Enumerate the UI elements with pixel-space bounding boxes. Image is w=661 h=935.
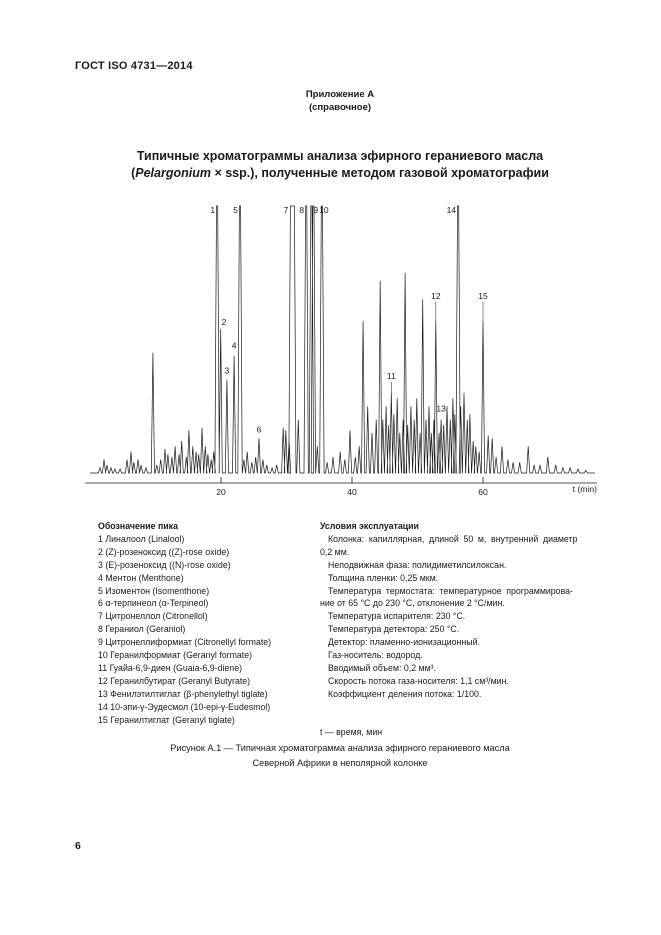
- peak-label-13: 13: [436, 404, 446, 414]
- peak-legend-item: 15 Геранилтиглат (Geranyl tiglate): [98, 714, 235, 725]
- condition-line: Скорость потока газа-носителя: 1,1 см³/м…: [328, 675, 509, 686]
- title-line2-rest: × ssp.), полученные методом газовой хром…: [210, 166, 549, 180]
- figure-caption-line1: Рисунок А.1 — Типичная хроматограмма ана…: [170, 743, 510, 753]
- peak-legend-item: 11 Гуайа-6,9-диен (Guaia-6,9-diene): [98, 662, 243, 673]
- peak-legend-item: 1 Линалоол (Linalool): [98, 533, 185, 544]
- condition-line: Температура детектора: 250 °С.: [328, 624, 460, 635]
- condition-line: Толщина пленки: 0,25 мкм.: [328, 572, 439, 583]
- figure-caption: Рисунок А.1 — Типичная хроматограмма ана…: [40, 741, 640, 771]
- peak-legend-item: 7 Цитронеллол (Citronellol): [98, 611, 208, 622]
- annex-title: Приложение А: [305, 89, 375, 100]
- peak-legend-item: 14 10-эпи-γ-Эудесмол (10-epi-γ-Eudesmol): [98, 701, 271, 712]
- page-title: Типичные хроматограммы анализа эфирного …: [30, 148, 650, 182]
- peak-legend-item: 4 Ментон (Menthone): [98, 572, 184, 583]
- peak-label-14: 14: [447, 205, 457, 215]
- figure-caption-line2: Северной Африки в неполярной колонке: [252, 758, 428, 768]
- peak-legend-item: 9 Цитронеллиформиат (Citronellyl formate…: [98, 637, 272, 648]
- operating-conditions-lines: Колонка: капиллярная, длиной 50 м, внутр…: [320, 533, 612, 701]
- annex-subtitle: (справочное): [308, 102, 372, 113]
- peak-legend-item: 12 Геранилбутират (Geranyl Butyrate): [98, 675, 251, 686]
- peak-legend-items: 1 Линалоол (Linalool) 2 (Z)-розеноксид ((…: [98, 533, 322, 727]
- operating-conditions-header: Условия эксплуатации: [320, 521, 419, 531]
- peak-legend-item: 3 (Е)-розеноксид ((N)-rose oxide): [98, 559, 231, 570]
- peak-legend-item: 13 Фенилэтилтиглат (β-phenylethyl tiglat…: [98, 688, 268, 699]
- peak-label-3: 3: [225, 366, 230, 376]
- condition-line: 0,2 мм.: [320, 546, 350, 557]
- operating-conditions: Условия эксплуатации Колонка: капиллярна…: [320, 520, 612, 739]
- peak-legend-item: 6 α-терпинеол (α-Terpineol): [98, 598, 209, 609]
- peak-legend-item: 2 (Z)-розеноксид ((Z)-rose oxide): [98, 546, 230, 557]
- page-title-line1: Типичные хроматограммы анализа эфирного …: [136, 149, 544, 163]
- peak-legend: Обозначение пика 1 Линалоол (Linalool) 2 …: [98, 520, 322, 727]
- peak-label-2: 2: [222, 317, 227, 327]
- standard-designation: ГОСТ ISO 4731—2014: [75, 60, 193, 72]
- peak-label-6: 6: [257, 424, 262, 434]
- condition-line: Колонка: капиллярная, длиной 50 м, внутр…: [328, 533, 578, 544]
- title-species-italic: Pelargonium: [135, 166, 211, 180]
- page-title-line2: (Pelargonium × ssp.), полученные методом…: [30, 165, 650, 182]
- peak-legend-item: 8 Гераниол (Geraniol): [98, 624, 186, 635]
- chromatogram-figure: 20 40 60 t (min) 1 2 3 4 5 6 7 8 9 10 11 12 13 14 15: [70, 196, 610, 508]
- peak-legend-item: 10 Геранилформиат (Geranyl formate): [98, 650, 253, 661]
- peak-label-1: 1: [210, 205, 215, 215]
- condition-line: Вводимый объем: 0,2 мм³.: [328, 662, 437, 673]
- x-axis-tick-label: 20: [216, 487, 226, 497]
- peak-label-7: 7: [284, 205, 289, 215]
- x-axis-tick-label: 40: [347, 487, 357, 497]
- title-paren: (: [131, 166, 136, 180]
- peak-legend-item: 5 Изоментон (Isomenthone): [98, 585, 210, 596]
- peak-label-9: 9: [313, 205, 318, 215]
- condition-line: Коэффициент деления потока: 1/100.: [328, 688, 482, 699]
- x-axis-unit-label: t (min): [573, 484, 597, 494]
- peak-label-4: 4: [232, 341, 237, 351]
- annex-heading: Приложение А (справочное): [40, 88, 640, 114]
- peak-label-8: 8: [299, 205, 304, 215]
- condition-line: Газ-носитель: водород.: [328, 650, 423, 661]
- x-axis-tick-label: 60: [478, 487, 488, 497]
- condition-line: ние от 65 °С до 230 °С, отклонение 2 °С/…: [320, 598, 505, 609]
- page-number: 6: [75, 840, 81, 852]
- peak-label-10: 10: [319, 205, 329, 215]
- peak-label-12: 12: [431, 291, 441, 301]
- condition-line: Неподвижная фаза: полидиметилсилоксан.: [328, 559, 507, 570]
- condition-line: Температура термостата: температурное пр…: [328, 585, 573, 596]
- condition-line: Температура испарителя: 230 °С.: [328, 611, 466, 622]
- condition-line: Детектор: пламенно-ионизационный.: [328, 637, 480, 648]
- peak-label-11: 11: [387, 371, 396, 381]
- chromatogram-trace: [90, 205, 595, 474]
- peak-legend-header: Обозначение пика: [98, 521, 178, 531]
- peak-label-15: 15: [478, 291, 488, 301]
- peak-label-5: 5: [233, 205, 238, 215]
- time-axis-note: t — время, мин: [320, 726, 383, 737]
